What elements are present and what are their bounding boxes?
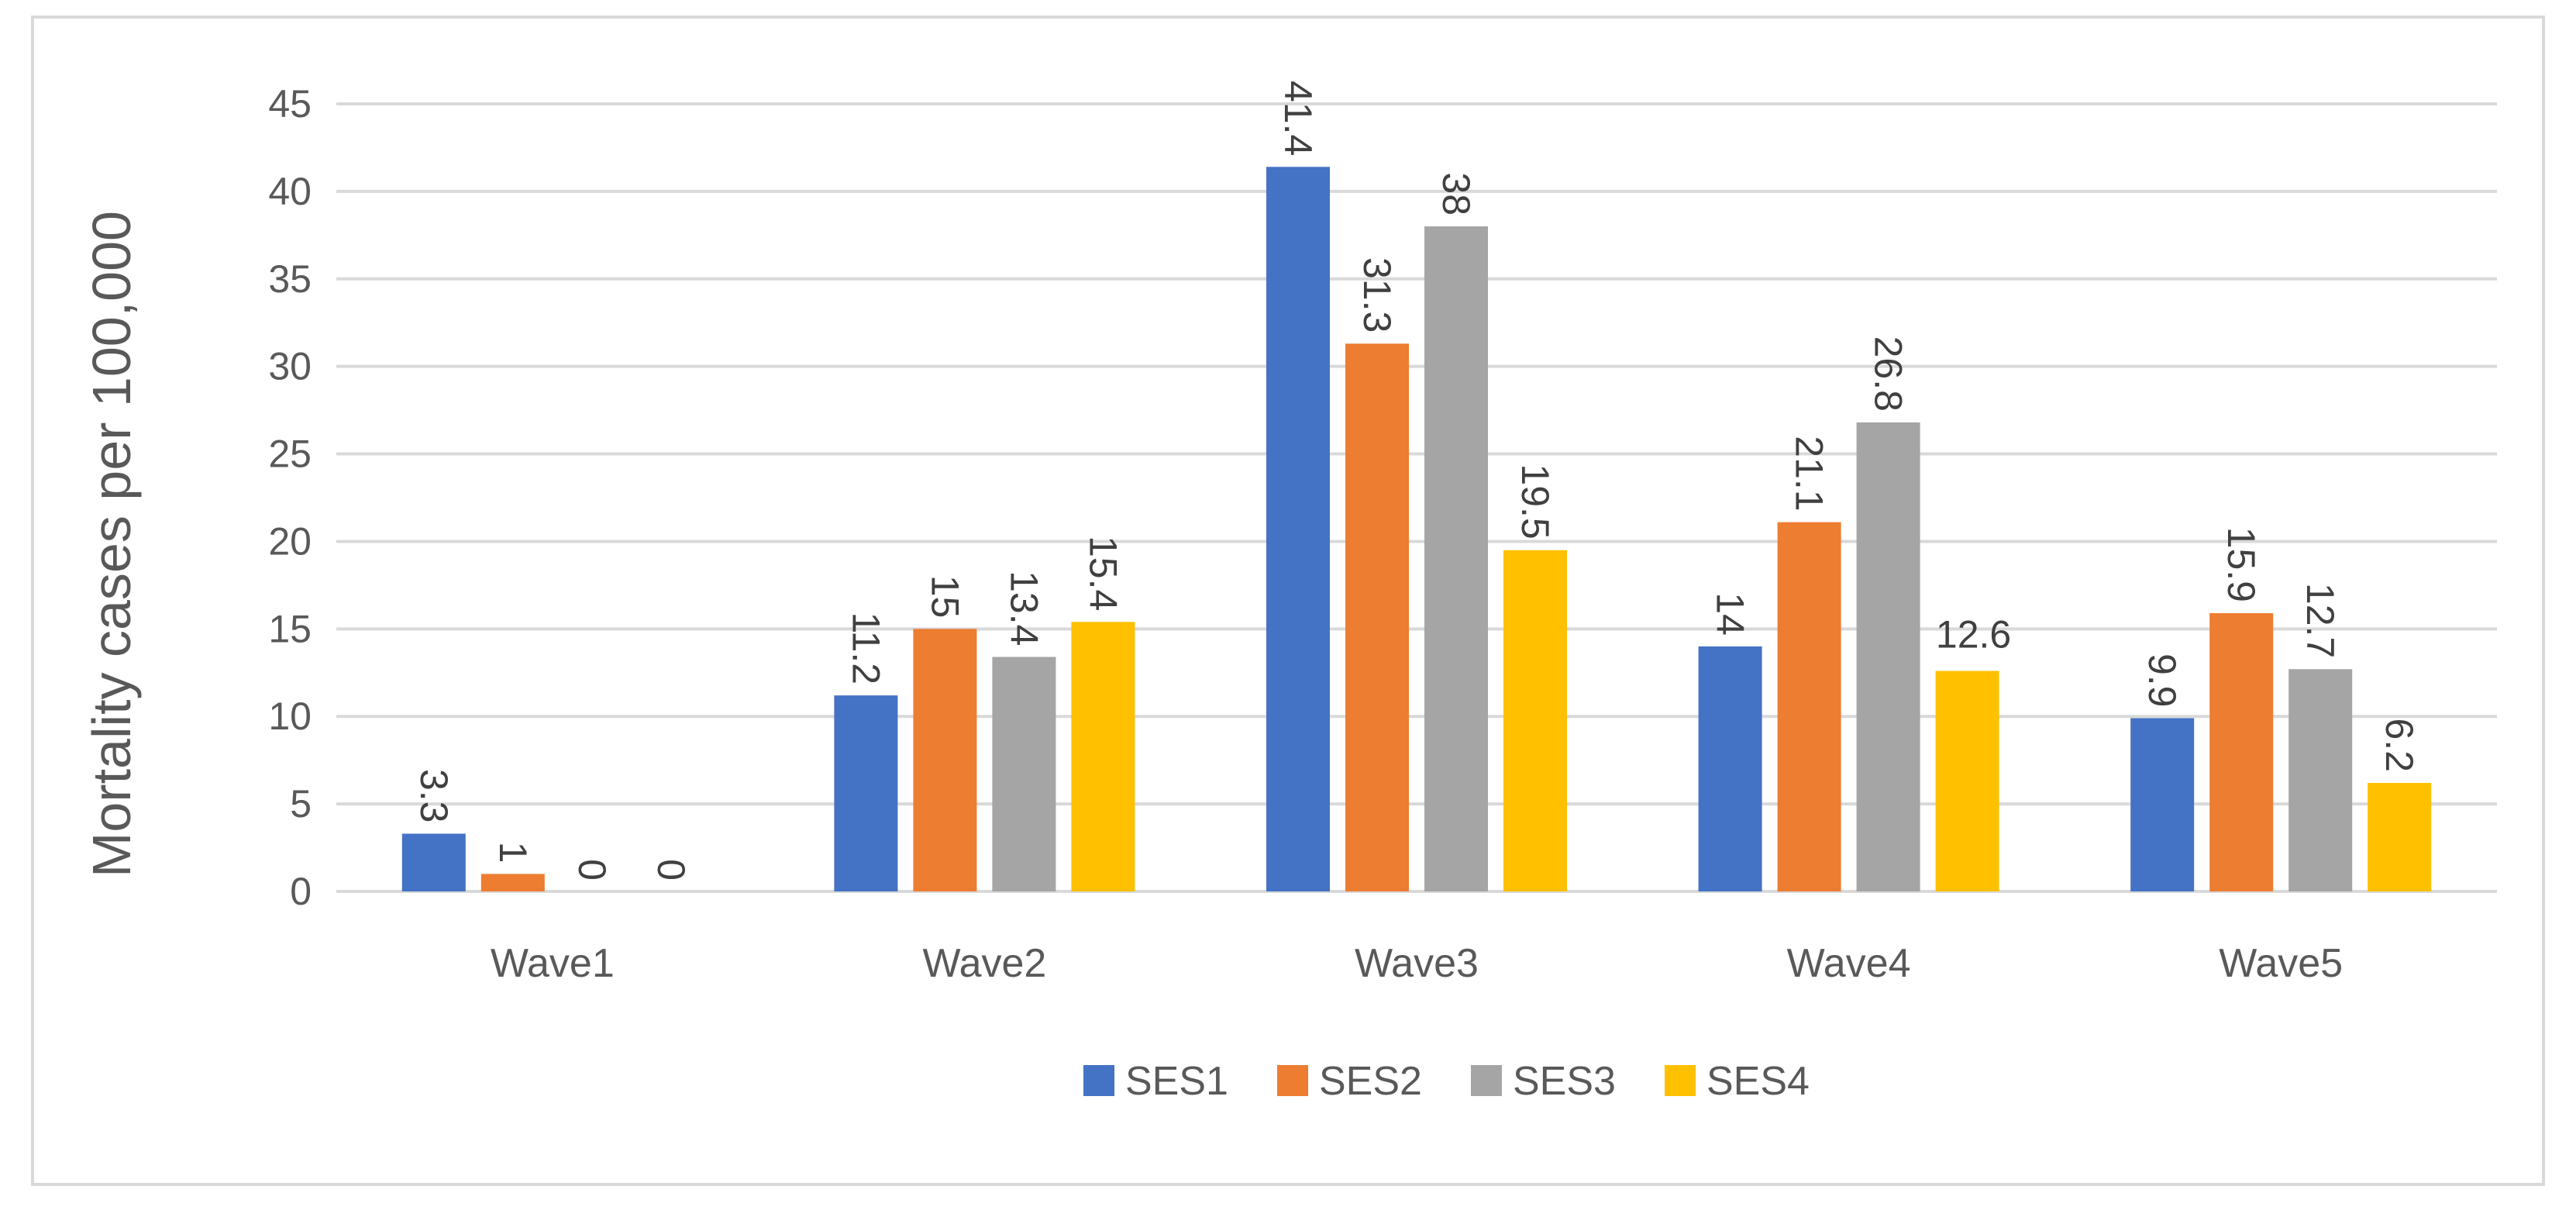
y-tick-label: 45 (268, 82, 312, 126)
x-category-label: Wave5 (2219, 941, 2343, 986)
grid-layer (336, 102, 2497, 893)
y-tick-label: 5 (290, 782, 312, 826)
data-label: 26.8 (1867, 336, 1910, 412)
data-label: 41.4 (1276, 81, 1320, 156)
y-tick-label: 10 (268, 695, 312, 738)
data-label: 15.4 (1081, 536, 1124, 611)
data-label: 12.7 (2299, 583, 2342, 658)
data-label: 11.2 (844, 612, 887, 685)
y-tick-label: 20 (268, 519, 312, 563)
legend-swatch (1665, 1065, 1696, 1096)
data-label: 14 (1709, 592, 1752, 636)
bar-ses1-wave5 (2130, 718, 2195, 891)
bar-ses4-wave3 (1503, 550, 1567, 891)
legend: SES1 SES2 SES3 SES4 (1083, 1059, 1810, 1104)
bar-ses3-wave2 (992, 657, 1056, 891)
legend-label: SES1 (1125, 1059, 1228, 1104)
bar-ses4-wave4 (1935, 671, 1999, 891)
bar-ses3-wave5 (2288, 669, 2353, 891)
bar-ses3-wave4 (1856, 422, 1920, 891)
data-label: 9.9 (2140, 653, 2184, 708)
x-category-label: Wave2 (922, 941, 1046, 986)
legend-swatch (1277, 1065, 1308, 1096)
x-category-label: Wave1 (491, 941, 615, 986)
legend-swatch (1471, 1065, 1502, 1096)
bar-ses2-wave4 (1777, 522, 1841, 891)
x-category-label: Wave4 (1787, 941, 1911, 986)
bar-ses1-wave4 (1698, 646, 1762, 891)
data-label: 3.3 (412, 769, 456, 823)
legend-item-ses3: SES3 (1471, 1059, 1616, 1104)
bar-ses2-wave2 (913, 629, 977, 891)
legend-item-ses2: SES2 (1277, 1059, 1422, 1104)
legend-label: SES3 (1513, 1059, 1616, 1104)
x-axis-categories: Wave1 Wave2 Wave3 Wave4 Wave5 (491, 941, 2343, 986)
data-label: 13.4 (1002, 571, 1045, 646)
data-label: 12.6 (1936, 613, 2011, 657)
chart-frame: 0 5 10 15 20 25 30 35 40 45 3.3 1 0 0 11.2 15 13.4 15.4 4… (31, 16, 2545, 1186)
y-axis-ticks: 0 5 10 15 20 25 30 35 40 45 (268, 82, 312, 913)
legend-item-ses1: SES1 (1083, 1059, 1228, 1104)
data-labels: 3.3 1 0 0 11.2 15 13.4 15.4 41.4 31.3 38 19.5 14 21.1… (412, 81, 2421, 881)
bar-ses2-wave5 (2209, 613, 2274, 891)
y-tick-label: 40 (268, 170, 312, 213)
y-tick-label: 25 (268, 433, 312, 476)
y-axis-title: Mortality cases per 100,000 (81, 211, 142, 877)
data-label: 19.5 (1514, 464, 1557, 539)
data-label: 21.1 (1788, 436, 1831, 511)
y-tick-label: 15 (268, 607, 312, 650)
bar-ses4-wave5 (2368, 783, 2432, 891)
legend-item-ses4: SES4 (1665, 1059, 1810, 1104)
data-label: 1 (491, 842, 535, 864)
bars (401, 167, 2432, 891)
data-label: 38 (1434, 172, 1478, 215)
y-tick-label: 35 (268, 257, 312, 301)
bar-ses1-wave3 (1266, 167, 1330, 891)
data-label: 6.2 (2378, 719, 2421, 773)
data-label: 31.3 (1355, 257, 1399, 333)
bar-ses4-wave2 (1071, 622, 1135, 891)
legend-label: SES2 (1319, 1059, 1422, 1104)
bar-ses1-wave2 (834, 695, 898, 891)
y-tick-label: 30 (268, 345, 312, 388)
data-label: 0 (649, 859, 693, 881)
bar-ses2-wave1 (480, 874, 545, 891)
data-label: 0 (570, 859, 614, 881)
bar-ses2-wave3 (1345, 343, 1409, 891)
bar-ses1-wave1 (401, 833, 466, 891)
data-label: 15 (923, 575, 966, 619)
x-category-label: Wave3 (1355, 941, 1479, 986)
bar-ses3-wave3 (1424, 226, 1488, 891)
legend-swatch (1083, 1065, 1114, 1096)
y-tick-label: 0 (290, 870, 312, 913)
data-label: 15.9 (2220, 527, 2263, 602)
legend-label: SES4 (1706, 1059, 1810, 1104)
